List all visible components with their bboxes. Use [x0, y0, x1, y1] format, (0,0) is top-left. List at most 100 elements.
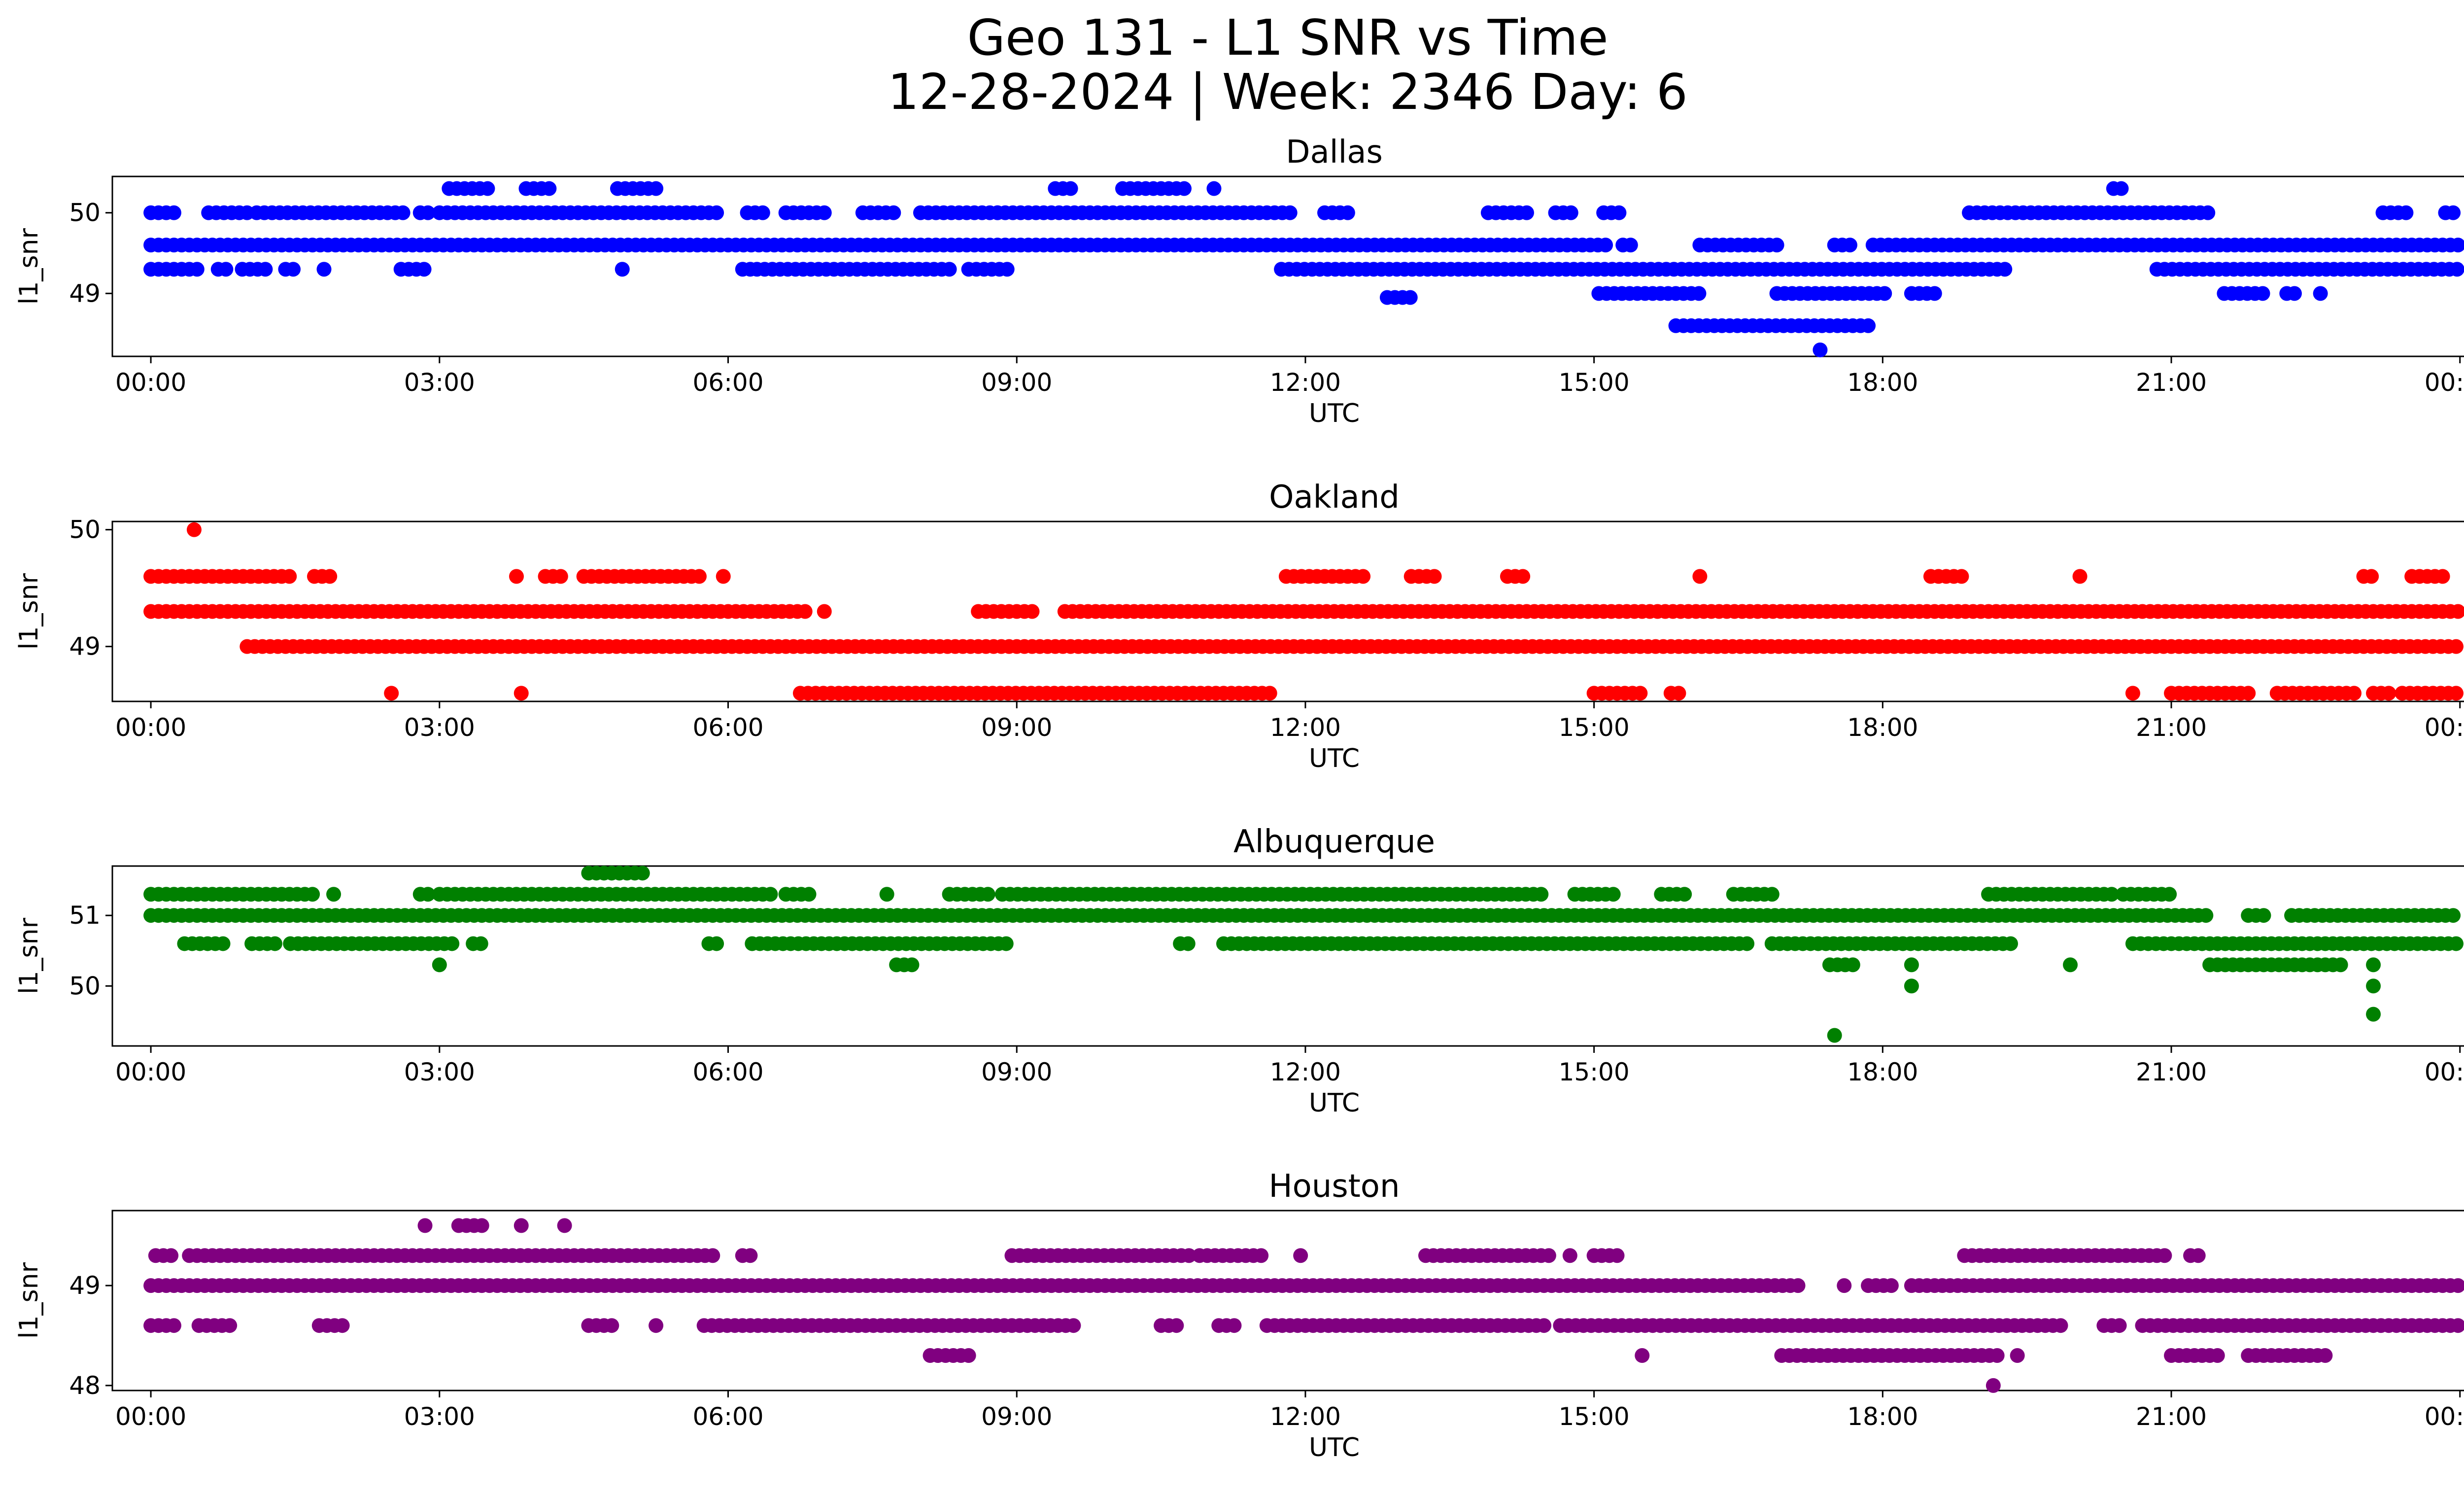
data-point	[2313, 286, 2328, 301]
data-point	[1356, 569, 1371, 584]
data-point	[705, 1248, 720, 1263]
data-point	[649, 1318, 664, 1333]
data-point	[886, 205, 901, 220]
data-point	[1904, 978, 1919, 994]
data-point	[420, 205, 436, 220]
data-point	[1827, 1028, 1842, 1043]
data-point	[222, 1318, 238, 1333]
data-point	[186, 522, 202, 537]
x-tick-label: 03:00	[404, 1402, 475, 1431]
data-point	[1534, 887, 1549, 902]
data-point	[743, 1248, 758, 1263]
data-point	[305, 887, 320, 902]
data-point	[801, 887, 817, 902]
data-point	[797, 604, 813, 619]
panel-title: Albuquerque	[1233, 824, 1435, 860]
x-tick-label: 00:00	[2425, 1058, 2464, 1086]
data-point	[542, 181, 557, 196]
x-tick-label: 12:00	[1270, 1058, 1341, 1086]
y-tick-label: 49	[69, 632, 101, 661]
data-point	[2450, 1318, 2464, 1333]
data-series	[143, 1218, 2464, 1393]
data-series	[143, 181, 2464, 357]
data-point	[1611, 205, 1627, 220]
data-point	[2255, 286, 2270, 301]
data-point	[166, 205, 181, 220]
data-point	[755, 205, 770, 220]
x-axis-label: UTC	[1309, 744, 1360, 773]
data-point	[1262, 686, 1277, 701]
data-point	[1861, 318, 1876, 333]
data-point	[2448, 936, 2464, 951]
data-point	[1845, 957, 1860, 973]
x-tick-label: 18:00	[1847, 713, 1918, 742]
data-point	[2157, 1248, 2172, 1263]
data-point	[1927, 286, 1942, 301]
panel-oakland: 00:00 03:00 06:00 09:00 12:00 15:00 18:00 21:00…	[14, 479, 2464, 773]
x-tick-label: 09:00	[981, 1402, 1052, 1431]
data-point	[1740, 936, 1755, 951]
data-point	[1293, 1248, 1308, 1263]
data-point	[1877, 286, 1892, 301]
data-point	[879, 887, 894, 902]
data-point	[2381, 686, 2396, 701]
data-point	[1227, 1318, 1242, 1333]
data-point	[942, 262, 957, 277]
x-tick-label: 15:00	[1559, 713, 1630, 742]
panel-houston: 00:00 03:00 06:00 09:00 12:00 15:00 18:00 21:00…	[14, 1168, 2464, 1462]
data-point	[326, 887, 342, 902]
axes-frame	[111, 865, 2464, 1047]
data-point	[709, 936, 724, 951]
data-point	[420, 887, 436, 902]
data-point	[709, 205, 724, 220]
data-point	[2446, 205, 2461, 220]
y-tick-label: 51	[69, 901, 101, 930]
data-point	[2072, 569, 2088, 584]
figure-title-line1: Geo 131 - L1 SNR vs Time	[967, 9, 1608, 67]
data-point	[417, 1218, 433, 1233]
data-point	[1519, 205, 1534, 220]
data-point	[1790, 1278, 1806, 1293]
x-tick-label: 12:00	[1270, 368, 1341, 397]
data-point	[1403, 290, 1418, 305]
data-point	[961, 1348, 976, 1363]
data-point	[1635, 1348, 1650, 1363]
data-point	[164, 1248, 179, 1263]
data-point	[1340, 205, 1355, 220]
data-point	[1989, 1348, 2005, 1363]
data-point	[2198, 908, 2214, 923]
x-tick-label: 06:00	[692, 713, 763, 742]
x-tick-label: 00:00	[115, 368, 186, 397]
data-point	[2366, 1007, 2381, 1022]
data-point	[1609, 1248, 1625, 1263]
data-series	[143, 522, 2464, 701]
data-point	[1176, 181, 1192, 196]
axes-frame	[111, 175, 2464, 357]
data-point	[998, 936, 1014, 951]
data-point	[1180, 936, 1196, 951]
data-point	[267, 936, 282, 951]
x-tick-label: 21:00	[2136, 368, 2207, 397]
data-point	[513, 686, 529, 701]
data-point	[166, 1318, 181, 1333]
data-point	[1066, 1318, 1081, 1333]
data-point	[716, 569, 731, 584]
x-tick-label: 06:00	[692, 1402, 763, 1431]
data-point	[1563, 205, 1578, 220]
figure-title: Geo 131 - L1 SNR vs Time 12-28-2024 | We…	[0, 11, 2464, 119]
y-axis-label: l1_snr	[14, 573, 44, 650]
axes-frame	[111, 521, 2464, 702]
data-point	[509, 569, 524, 584]
data-point	[335, 1318, 350, 1333]
data-point	[445, 936, 460, 951]
data-point	[1063, 181, 1078, 196]
data-point	[1883, 1278, 1899, 1293]
x-tick-label: 00:00	[115, 1402, 186, 1431]
data-point	[1691, 286, 1707, 301]
data-point	[1254, 1248, 1269, 1263]
panel-albuquerque: 00:00 03:00 06:00 09:00 12:00 15:00 18:00 21:00…	[14, 824, 2464, 1118]
data-point	[1633, 686, 1648, 701]
y-axis-label: l1_snr	[14, 1262, 44, 1339]
panel-dallas: 00:00 03:00 06:00 09:00 12:00 15:00 18:00 21:00…	[14, 134, 2464, 428]
